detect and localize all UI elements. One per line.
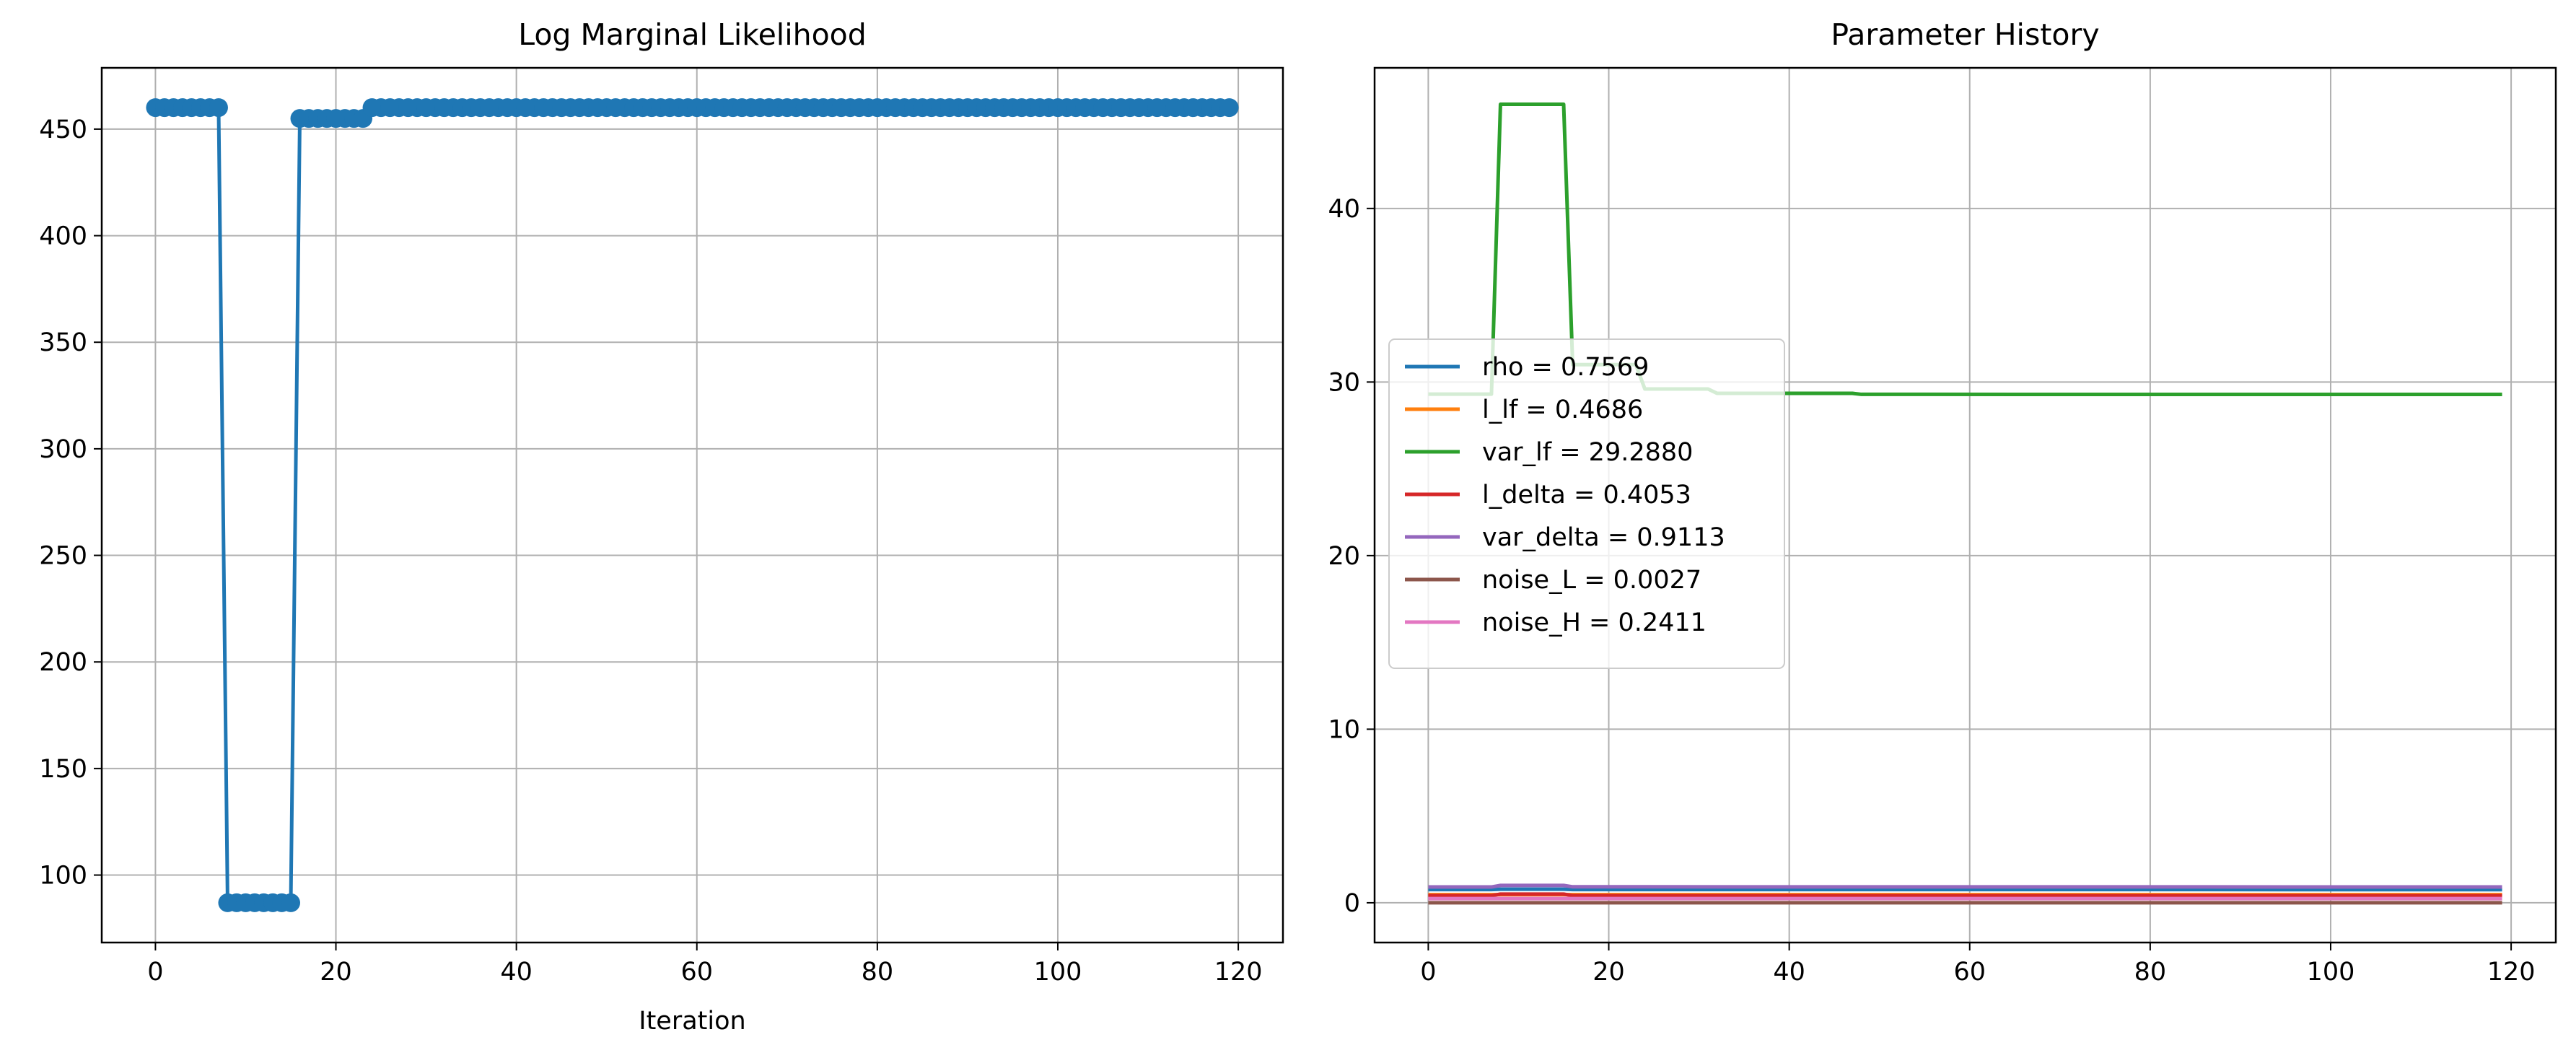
y-tick-label: 300 — [39, 435, 87, 464]
x-tick-label: 40 — [1773, 958, 1805, 987]
x-tick-label: 120 — [2487, 958, 2536, 987]
legend-label: noise_H = 0.2411 — [1482, 608, 1707, 637]
chart-title: Parameter History — [1831, 17, 2099, 52]
series-line-0 — [1428, 887, 2502, 892]
x-tick-label: 100 — [1034, 958, 1082, 987]
y-tick-label: 100 — [39, 862, 87, 891]
y-tick-label: 350 — [39, 328, 87, 357]
x-axis-label: Iteration — [639, 1007, 745, 1036]
grid — [102, 68, 1283, 943]
y-tick-label: 20 — [1328, 542, 1360, 571]
x-tick-label: 60 — [1953, 958, 1986, 987]
x-tick-label: 0 — [1420, 958, 1436, 987]
panel-log-marginal-likelihood: 0 20 40 60 80 100 120100150200250300350400450 … — [39, 17, 1284, 1036]
axes-frame — [1373, 66, 2557, 944]
y-tick-label: 250 — [39, 542, 87, 571]
tick-group: 0 20 40 60 80 100 120 0 10 20 30 40 — [1328, 195, 2535, 987]
y-tick-label: 30 — [1328, 368, 1360, 397]
x-tick-label: 40 — [500, 958, 533, 987]
axes-frame — [100, 66, 1284, 944]
legend-label: l_delta = 0.4053 — [1482, 481, 1691, 510]
data-point — [281, 893, 300, 912]
tick-group: 0 20 40 60 80 100 120 100 150 200 250 300 350 400 450 — [39, 115, 1262, 987]
data-point — [209, 98, 228, 118]
y-tick-label: 0 — [1344, 889, 1360, 918]
plot-area — [146, 98, 1239, 912]
legend-label: var_delta = 0.9113 — [1482, 523, 1725, 552]
legend-label: rho = 0.7569 — [1482, 353, 1649, 382]
x-tick-label: 80 — [862, 958, 894, 987]
y-tick-label: 450 — [39, 115, 87, 144]
panel-parameter-history: 0 20 40 60 80 100 120 0 10 20 30 40 Parameter Histo… — [1328, 17, 2557, 987]
y-tick-label: 400 — [39, 222, 87, 251]
x-tick-label: 120 — [1214, 958, 1263, 987]
y-tick-label: 150 — [39, 755, 87, 784]
x-tick-label: 0 — [147, 958, 163, 987]
legend-label: var_lf = 29.2880 — [1482, 438, 1693, 467]
legend-box — [1388, 338, 1785, 669]
x-tick-label: 20 — [320, 958, 352, 987]
series-line-4 — [1428, 883, 2502, 889]
legend: rho = 0.7569 l_lf = 0.4686 var_lf = 29.288… — [1388, 338, 1785, 669]
x-tick-label: 60 — [680, 958, 713, 987]
y-tick-label: 40 — [1328, 195, 1360, 224]
x-tick-label: 20 — [1593, 958, 1625, 987]
x-tick-label: 100 — [2307, 958, 2355, 987]
x-tick-label: 80 — [2134, 958, 2167, 987]
legend-label: l_lf = 0.4686 — [1482, 395, 1643, 424]
legend-label: noise_L = 0.0027 — [1482, 566, 1701, 595]
series-line-3 — [1428, 892, 2502, 898]
data-point — [1219, 98, 1239, 118]
y-tick-label: 200 — [39, 648, 87, 677]
y-tick-label: 10 — [1328, 715, 1360, 744]
chart-title: Log Marginal Likelihood — [518, 17, 867, 52]
